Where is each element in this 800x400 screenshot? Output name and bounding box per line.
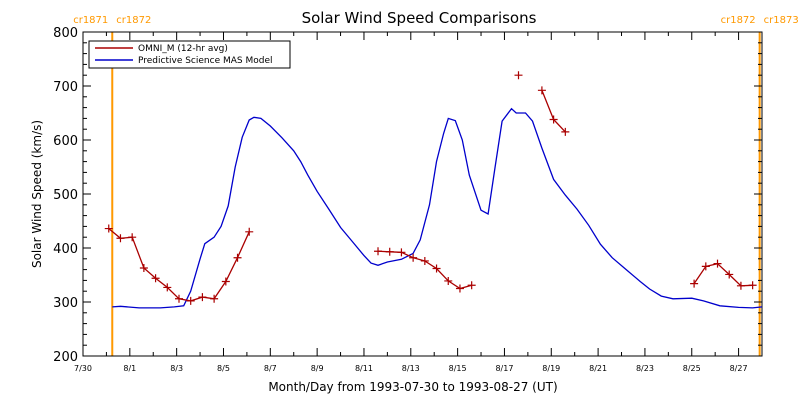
x-tick-label: 8/17 <box>495 364 513 373</box>
data-point-omni <box>713 259 722 268</box>
plot-frame <box>82 31 763 357</box>
x-tick-label: 8/25 <box>683 364 701 373</box>
data-point-omni <box>725 270 734 279</box>
data-point-omni <box>420 256 429 265</box>
data-point-omni <box>374 247 383 256</box>
data-point-omni <box>455 284 464 293</box>
y-tick-label: 200 <box>53 350 78 365</box>
data-point-omni <box>397 248 406 257</box>
x-tick-label: 8/9 <box>311 364 324 373</box>
data-point-omni <box>444 276 453 285</box>
data-point-omni <box>128 233 137 242</box>
x-tick-label: 8/11 <box>355 364 373 373</box>
data-point-omni <box>748 281 757 290</box>
x-tick-label: 8/7 <box>264 364 277 373</box>
y-tick-label: 700 <box>53 80 78 95</box>
x-tick-label: 8/27 <box>730 364 748 373</box>
chart-title: Solar Wind Speed Comparisons <box>302 9 537 27</box>
x-tick-label: 8/1 <box>123 364 136 373</box>
y-tick-label: 800 <box>53 26 78 41</box>
series-layer <box>104 71 763 309</box>
data-point-omni <box>186 296 195 305</box>
x-tick-label: 8/13 <box>402 364 420 373</box>
rotation-marker-label-left: cr1871 <box>73 15 108 26</box>
legend-box <box>88 40 291 69</box>
y-tick-label: 600 <box>53 134 78 149</box>
data-point-omni <box>174 294 183 303</box>
y-tick-label: 400 <box>53 242 78 257</box>
legend-label-omni: OMNI_M (12-hr avg) <box>138 44 228 54</box>
legend: OMNI_M (12-hr avg) Predictive Science MA… <box>88 40 291 69</box>
series-line-omni <box>541 90 566 133</box>
rotation-marker-label-left: cr1872 <box>721 15 756 26</box>
x-axis-label: Month/Day from 1993-07-30 to 1993-08-27 … <box>268 380 557 394</box>
data-point-omni <box>409 253 418 262</box>
y-tick-label: 300 <box>53 296 78 311</box>
data-point-omni <box>432 264 441 273</box>
data-point-omni <box>151 274 160 283</box>
data-point-omni <box>210 294 219 303</box>
data-point-omni <box>198 293 207 302</box>
data-point-omni <box>104 224 113 233</box>
legend-label-mas: Predictive Science MAS Model <box>138 56 273 66</box>
data-point-omni <box>561 127 570 136</box>
data-point-omni <box>245 227 254 236</box>
x-tick-label: 8/15 <box>449 364 467 373</box>
data-point-omni <box>736 281 745 290</box>
x-tick-label: 8/3 <box>170 364 183 373</box>
x-tick-label: 7/30 <box>74 364 92 373</box>
data-point-omni <box>467 281 476 290</box>
x-tick-label: 8/5 <box>217 364 230 373</box>
series-line-omni <box>693 262 753 287</box>
x-tick-label: 8/23 <box>636 364 654 373</box>
rotation-marker-label-right: cr1872 <box>116 15 151 26</box>
data-point-omni <box>690 279 699 288</box>
x-axis: 7/30 8/1 8/3 8/5 8/7 8/9 8/11 8/13 8/15 8/17 8/19 8… <box>74 32 748 373</box>
data-point-omni <box>163 283 172 292</box>
data-point-omni <box>221 277 230 286</box>
data-point-omni <box>549 115 558 124</box>
y-tick-label: 500 <box>53 188 78 203</box>
y-axis: 200 300 400 500 600 700 800 <box>53 26 762 365</box>
data-point-omni <box>514 71 523 80</box>
data-point-omni <box>139 263 148 272</box>
rotation-marker-label-right: cr1873 <box>764 15 799 26</box>
y-axis-label: Solar Wind Speed (km/s) <box>30 120 44 268</box>
x-tick-label: 8/21 <box>589 364 607 373</box>
series-line-omni <box>108 228 250 302</box>
data-point-omni <box>537 86 546 95</box>
data-point-omni <box>233 253 242 262</box>
data-point-omni <box>385 247 394 256</box>
series-line-mas-model <box>112 107 763 309</box>
data-point-omni <box>116 234 125 243</box>
data-point-omni <box>701 262 710 271</box>
series-line-omni <box>377 250 472 290</box>
x-tick-label: 8/19 <box>542 364 560 373</box>
